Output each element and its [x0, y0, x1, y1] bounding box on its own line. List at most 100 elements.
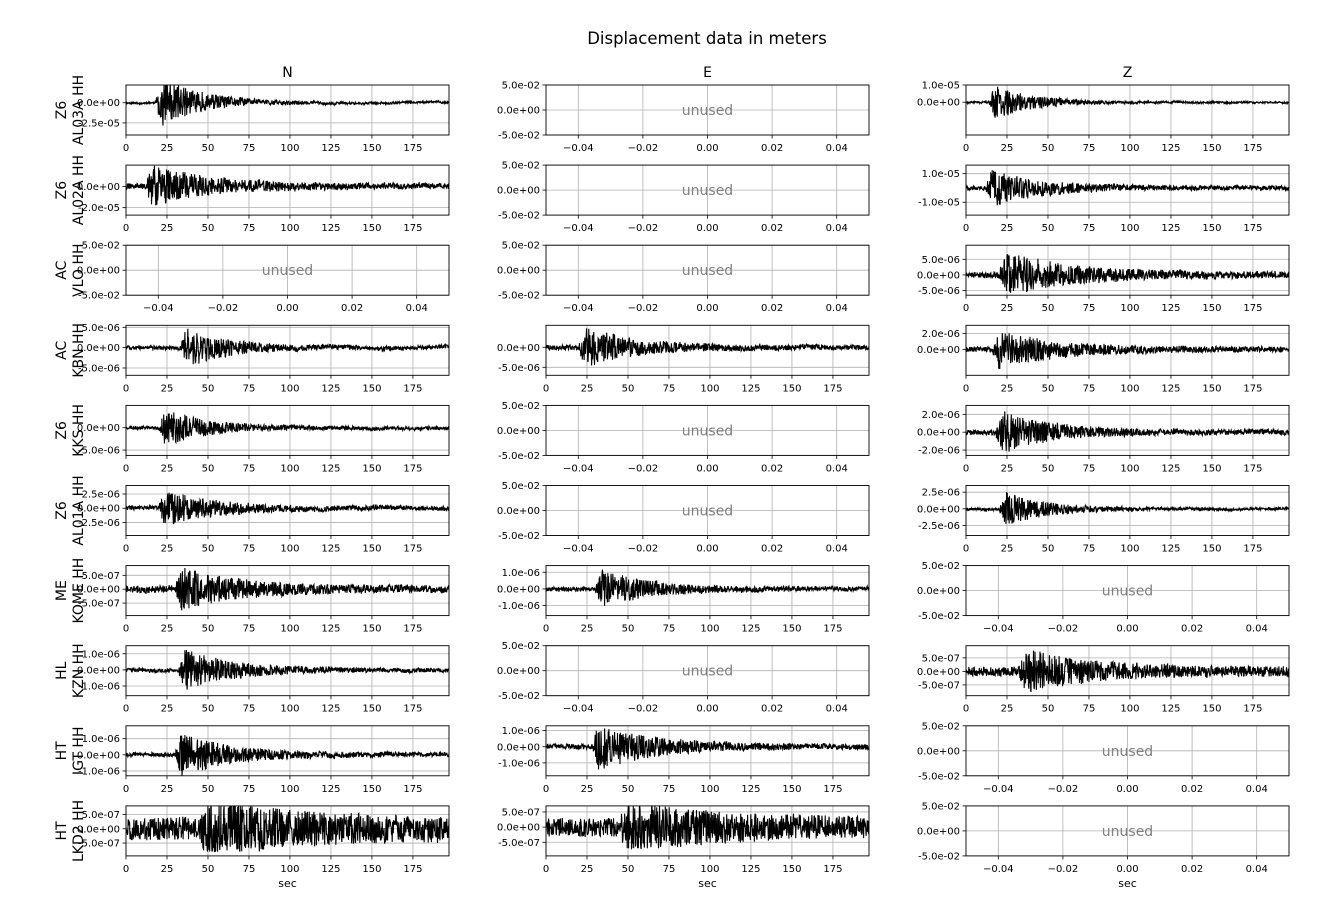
unused-label: unused: [1102, 744, 1153, 760]
x-tick-label: 125: [1161, 544, 1180, 555]
panel-igt-n: 0 25 50 75 100 125 150 175 1.0e-06 0.0e+00 -1.0e-0…: [77, 725, 450, 795]
x-tick-label: −0.02: [628, 704, 659, 715]
x-tick-label: 0.02: [761, 704, 783, 715]
unused-label: unused: [682, 504, 733, 520]
x-tick-label: 0: [123, 143, 129, 154]
y-tick-label: 5.0e-02: [82, 241, 120, 252]
x-tick-label: 75: [663, 383, 676, 394]
panel-frame: [965, 84, 1290, 136]
y-tick-label: 0.0e+00: [497, 584, 540, 595]
x-tick-label: 75: [663, 864, 676, 875]
y-tick-label: 1.0e-05: [922, 169, 960, 180]
trace-al03a-z: [966, 86, 1289, 118]
panel-igt-e: 0 25 50 75 100 125 150 175 1.0e-06 0.0e+00 -1.0e-0…: [497, 725, 870, 795]
x-tick-label: 150: [362, 864, 381, 875]
y-tick-label: 5.0e-02: [922, 561, 960, 572]
y-tick-label: 0.0e+00: [917, 826, 960, 837]
x-tick-label: 175: [1243, 143, 1262, 154]
y-tick-label: -5.0e-02: [918, 771, 960, 782]
y-tick-label: 5.0e-02: [502, 81, 540, 92]
x-tick-label: 75: [243, 784, 256, 795]
panel-frame: [965, 565, 1290, 617]
panel-frame: [125, 725, 450, 777]
x-tick-label: −0.04: [563, 544, 594, 555]
x-tick-label: 100: [1120, 544, 1139, 555]
x-tick-label: 150: [1202, 223, 1221, 234]
panel-lkd2-n: 0 25 50 75 100 125 150 175 5.0e-07 0.0e+00 -5.0e-0…: [77, 805, 450, 890]
station-label-network: AC: [54, 341, 70, 360]
x-tick-label: 125: [1161, 704, 1180, 715]
x-tick-label: 0.00: [276, 303, 298, 314]
x-tick-label: −0.02: [628, 303, 659, 314]
station-label-lkd2: HT LKD2 HH: [54, 800, 87, 862]
x-tick-label: 100: [1120, 383, 1139, 394]
x-tick-label: 175: [403, 463, 422, 474]
x-tick-label: 100: [700, 383, 719, 394]
x-axis-label: sec: [278, 877, 297, 890]
y-tick-label: -1.0e-06: [78, 682, 120, 693]
y-tick-label: 0.0e+00: [77, 266, 120, 277]
panel-al02a-e: −0.04 −0.02 0.00 0.02 0.04 5.0e-02 0.0e+00 -5.0…: [497, 161, 870, 234]
x-tick-label: 75: [1083, 704, 1096, 715]
station-label-station: VLO HH: [71, 243, 87, 296]
y-tick-label: 2.0e-06: [922, 329, 960, 340]
x-tick-label: 125: [321, 463, 340, 474]
x-tick-label: 0.02: [761, 544, 783, 555]
x-tick-label: 25: [1001, 143, 1014, 154]
y-tick-label: 5.0e-06: [82, 323, 120, 334]
station-label-network: Z6: [54, 101, 70, 120]
x-tick-label: 0: [123, 223, 129, 234]
x-tick-label: 75: [1083, 303, 1096, 314]
x-tick-label: 175: [403, 624, 422, 635]
station-label-network: Z6: [54, 181, 70, 200]
x-tick-label: 175: [403, 143, 422, 154]
y-tick-label: 5.0e-02: [502, 241, 540, 252]
x-tick-label: −0.02: [628, 544, 659, 555]
x-tick-label: 0: [123, 624, 129, 635]
y-tick-label: -5.0e-07: [918, 680, 960, 691]
y-tick-label: 0.0e+00: [917, 667, 960, 678]
column-header-z: Z: [1123, 65, 1133, 81]
x-tick-label: 0.00: [696, 704, 718, 715]
y-tick-label: -5.0e-02: [498, 691, 540, 702]
x-tick-label: 25: [1001, 383, 1014, 394]
x-tick-label: 0.04: [826, 544, 848, 555]
trace-kbn-e: [546, 328, 869, 366]
x-tick-label: 100: [280, 544, 299, 555]
panel-frame: [125, 645, 450, 697]
x-tick-label: 0.04: [826, 704, 848, 715]
x-tick-label: 100: [1120, 143, 1139, 154]
x-tick-label: 0.00: [696, 223, 718, 234]
x-tick-label: 175: [403, 544, 422, 555]
x-tick-label: 175: [403, 704, 422, 715]
x-tick-label: 0.02: [761, 143, 783, 154]
panel-frame: [125, 244, 450, 296]
station-label-kzn: HL KZN HH: [54, 643, 87, 698]
y-tick-label: 2.0e-06: [922, 410, 960, 421]
x-tick-label: 50: [1042, 383, 1055, 394]
panel-vlo-n: −0.04 −0.02 0.00 0.02 0.04 5.0e-02 0.0e+00 -5.0…: [77, 241, 450, 314]
y-tick-label: 1.0e-06: [82, 649, 120, 660]
unused-label: unused: [1102, 584, 1153, 600]
x-tick-label: 75: [1083, 544, 1096, 555]
y-tick-label: 0.0e+00: [77, 665, 120, 676]
x-tick-label: 0: [123, 864, 129, 875]
unused-label: unused: [682, 183, 733, 199]
y-tick-label: 5.0e-07: [502, 807, 540, 818]
x-tick-label: 150: [782, 784, 801, 795]
x-tick-label: 0: [963, 223, 969, 234]
x-tick-label: 50: [622, 864, 635, 875]
y-tick-label: -1.0e-06: [498, 758, 540, 769]
unused-label: unused: [682, 103, 733, 119]
x-tick-label: 150: [1202, 463, 1221, 474]
y-tick-label: 0.0e+00: [497, 666, 540, 677]
x-tick-label: 0.00: [1116, 624, 1138, 635]
y-tick-label: 0.0e+00: [497, 742, 540, 753]
x-tick-label: 25: [161, 544, 174, 555]
x-tick-label: 0: [543, 383, 549, 394]
panel-frame: [125, 485, 450, 536]
panel-kks-z: 0 25 50 75 100 125 150 175 2.0e-06 0.0e+00 -2.0e-0…: [917, 404, 1290, 474]
x-tick-label: 25: [161, 784, 174, 795]
x-tick-label: 0.04: [406, 303, 428, 314]
